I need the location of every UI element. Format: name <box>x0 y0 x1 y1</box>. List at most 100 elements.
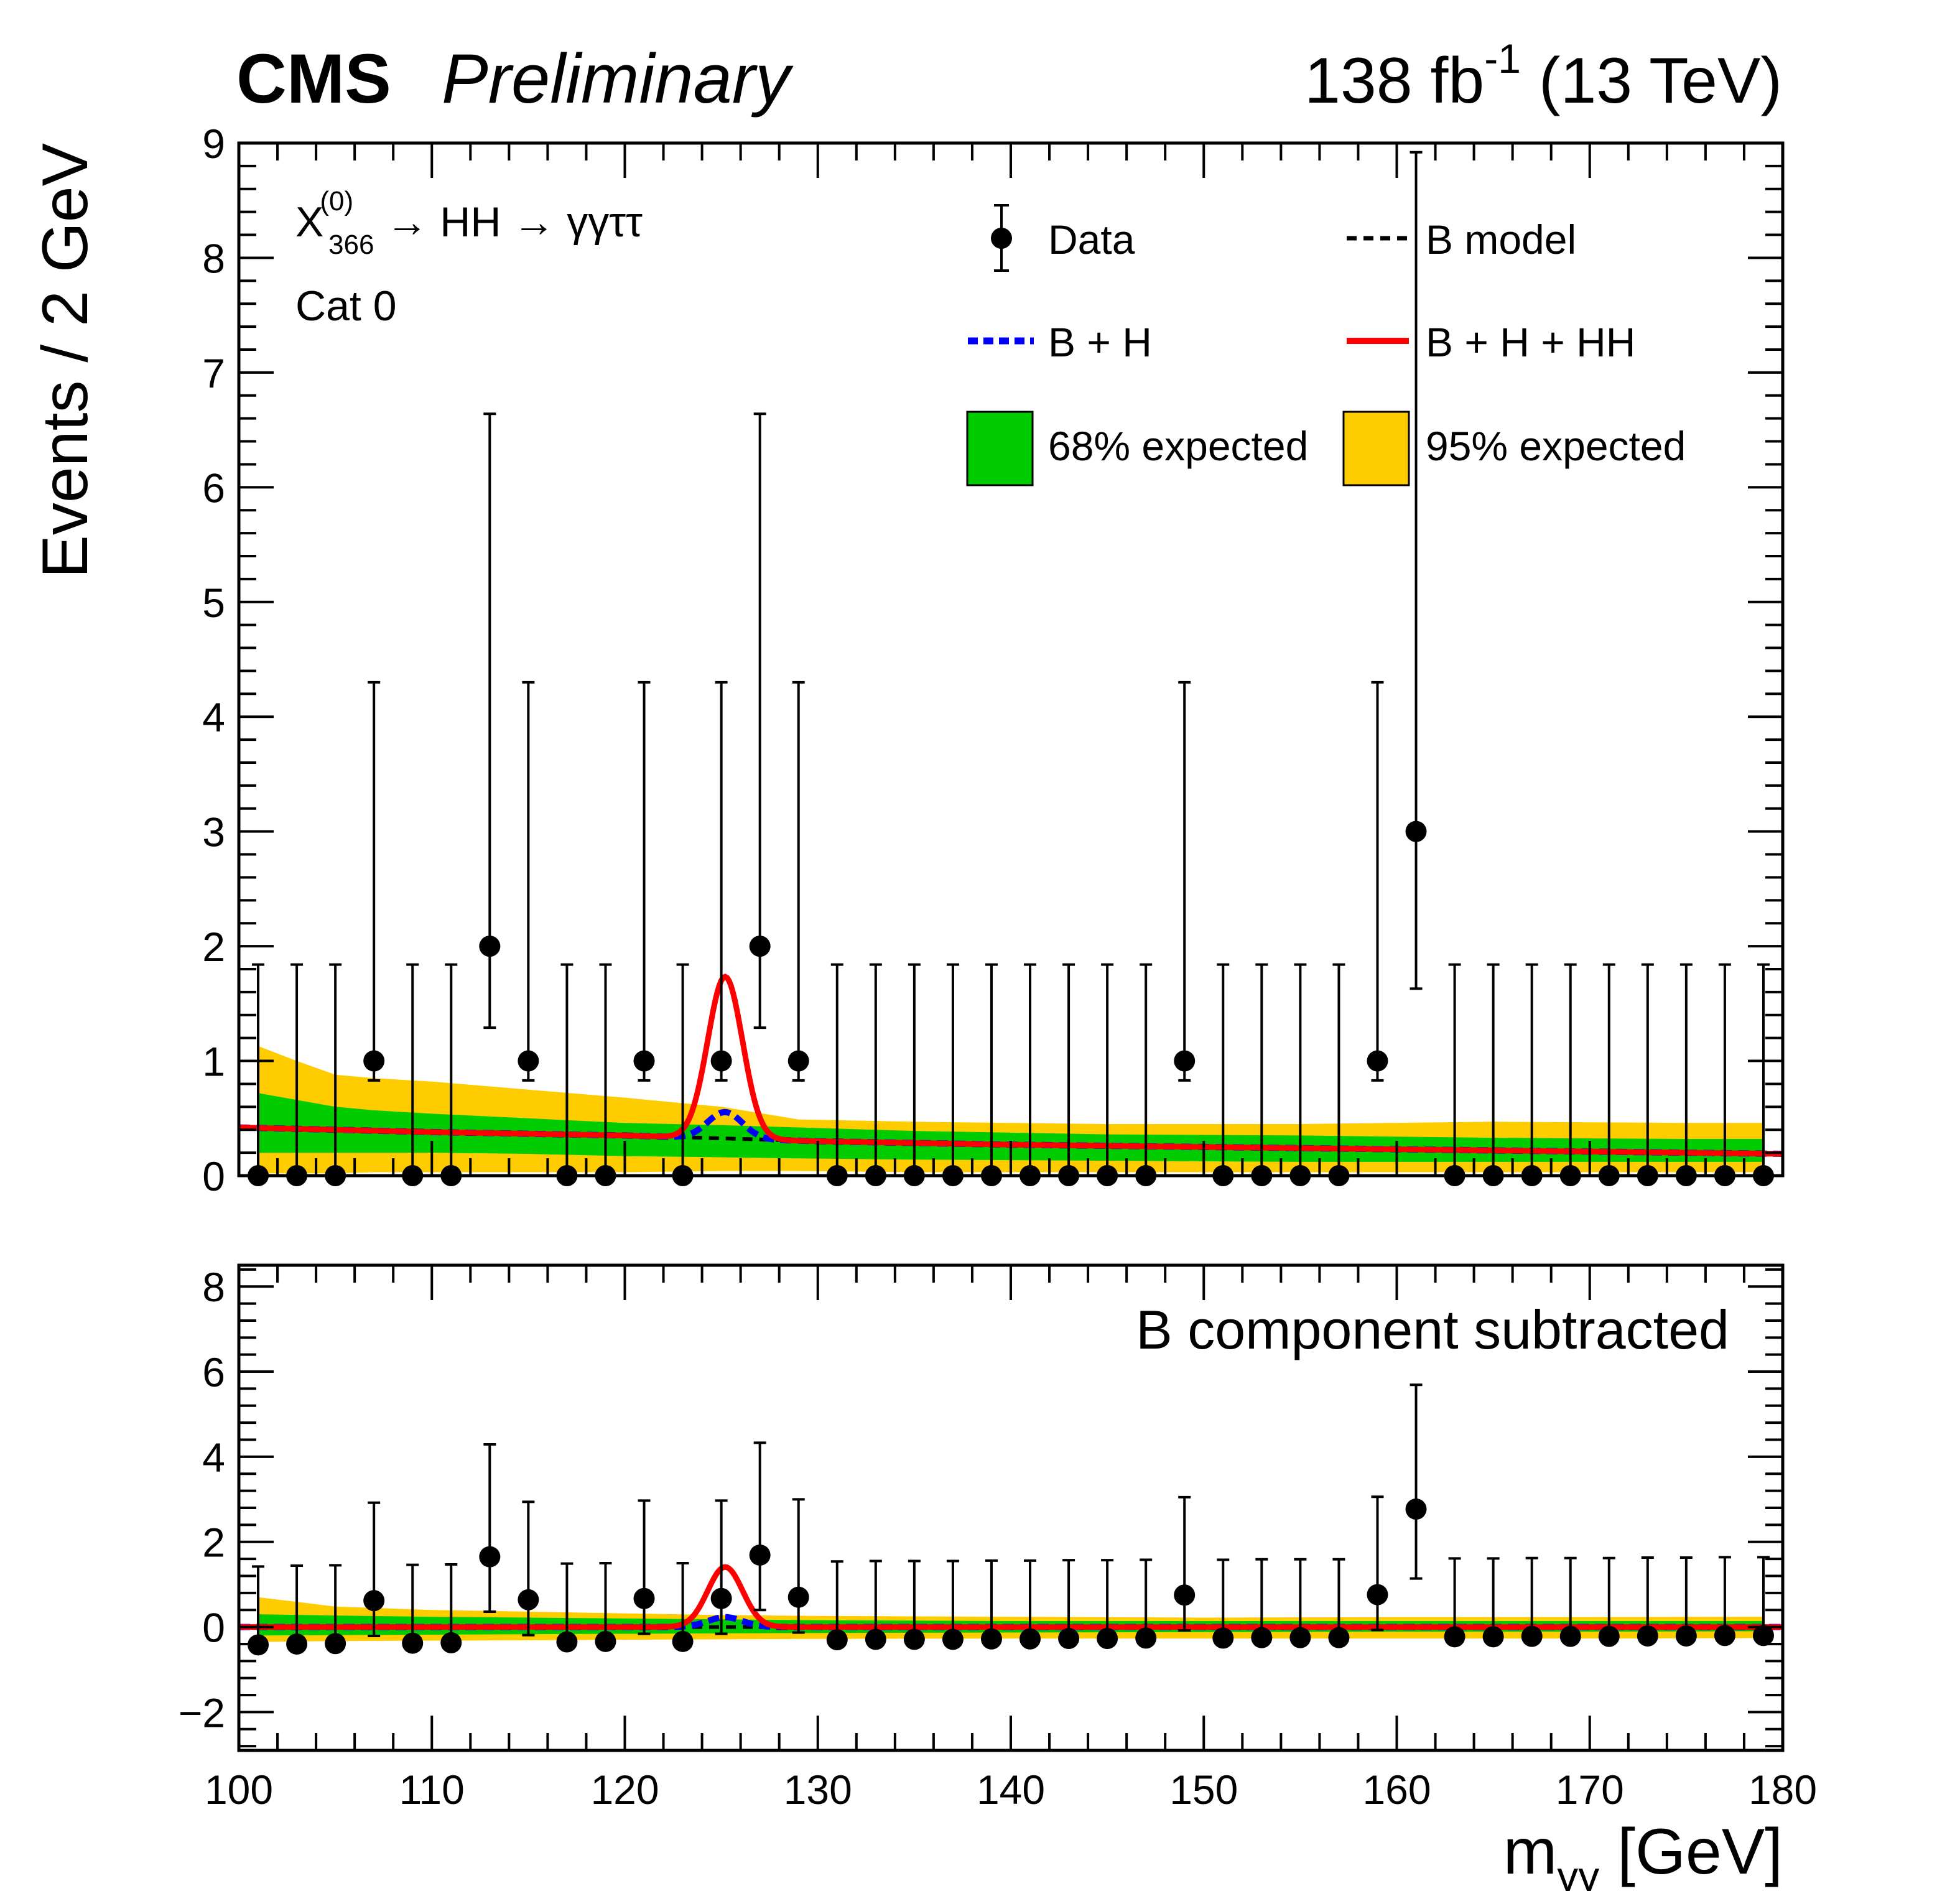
ratio-data-point <box>749 1544 771 1566</box>
ratio-x-tick-label: 120 <box>590 1767 659 1813</box>
legend-bhhh-label: B + H + HH <box>1426 319 1635 365</box>
ratio-data-point <box>1714 1625 1735 1647</box>
legend-bh-entry: B + H <box>968 319 1152 365</box>
ratio-data-point <box>518 1589 539 1610</box>
ratio-data-point <box>1598 1625 1620 1647</box>
ratio-data-point <box>479 1546 501 1568</box>
process-decay: → HH → γγττ <box>374 198 643 246</box>
ratio-data-point <box>1019 1628 1041 1650</box>
main-y-tick-label: 7 <box>202 350 225 396</box>
ratio-data-point <box>402 1632 424 1654</box>
ratio-y-tick-label: 0 <box>202 1605 225 1651</box>
legend-band95-swatch <box>1342 411 1410 486</box>
luminosity-value: 138 fb <box>1304 45 1484 117</box>
ratio-data-point <box>1444 1626 1465 1648</box>
experiment-label: CMS <box>236 40 391 118</box>
main-plot-frame <box>237 141 1785 1178</box>
ratio-data-point <box>1559 1625 1581 1647</box>
ratio-data-point <box>1174 1584 1196 1606</box>
x-axis-title-main: m <box>1503 1816 1558 1888</box>
legend-band95-entry: 95% expected <box>1342 411 1686 486</box>
legend-bh-label: B + H <box>1048 319 1152 365</box>
ratio-data-point <box>1328 1627 1350 1648</box>
ratio-data-point <box>903 1628 925 1650</box>
ratio-data-points <box>248 1383 1774 1656</box>
ratio-x-tick-label: 170 <box>1556 1767 1624 1813</box>
ratio-data-point <box>865 1628 886 1650</box>
ratio-data-point <box>672 1630 694 1652</box>
main-data-point <box>1174 1050 1196 1072</box>
ratio-data-point <box>1058 1628 1080 1650</box>
ratio-x-tick-label: 110 <box>399 1767 465 1813</box>
main-data-points <box>248 151 1774 1186</box>
main-data-point <box>710 1050 732 1072</box>
legend-band68-label: 68% expected <box>1048 423 1308 469</box>
main-data-point <box>363 1050 385 1072</box>
main-data-point <box>518 1050 539 1072</box>
ratio-data-point <box>1482 1626 1504 1648</box>
ratio-data-point <box>1752 1625 1774 1647</box>
main-data-point <box>749 936 771 957</box>
process-subscript: 366 <box>328 230 374 260</box>
ratio-y-tick-label: 4 <box>202 1434 225 1480</box>
process-superscript: (0) <box>320 186 353 216</box>
ratio-data-point <box>942 1628 964 1650</box>
main-data-point <box>1367 1050 1388 1072</box>
subtracted-label: B component subtracted <box>1136 1299 1729 1360</box>
main-y-tick-label: 5 <box>202 580 225 626</box>
process-label: X(0) 366 → HH → γγττ <box>295 186 643 260</box>
main-y-tick-label: 2 <box>202 924 225 970</box>
ratio-axis-ticks: 100 110 120 130 140 150 160 170 180 −2 0 2 4 6 8 <box>179 1264 1817 1813</box>
main-y-tick-label: 1 <box>202 1039 225 1085</box>
legend-data-marker <box>991 228 1012 249</box>
ratio-data-point <box>1637 1625 1658 1647</box>
legend-band95-label: 95% expected <box>1426 423 1686 469</box>
main-axis-ticks: 0 1 2 3 4 5 6 7 8 9 <box>202 121 1784 1199</box>
ratio-x-tick-label: 140 <box>977 1767 1045 1813</box>
ratio-data-point <box>1212 1627 1234 1649</box>
ratio-y-tick-label: −2 <box>179 1689 225 1735</box>
legend-bhhh-entry: B + H + HH <box>1347 319 1635 365</box>
ratio-data-point <box>1675 1625 1697 1647</box>
energy-value: (13 TeV) <box>1521 45 1782 117</box>
ratio-data-point <box>1251 1627 1273 1648</box>
ratio-x-tick-label: 180 <box>1749 1767 1817 1813</box>
ratio-data-point <box>633 1587 655 1609</box>
legend-data-entry: Data <box>991 204 1135 272</box>
main-uncertainty-bands <box>258 1046 1763 1174</box>
main-band68 <box>258 1093 1763 1162</box>
lumi-label: 138 fb-1 (13 TeV) <box>1304 35 1782 117</box>
legend-band68-swatch <box>966 411 1034 486</box>
main-data-point <box>633 1050 655 1072</box>
main-data-point <box>1405 820 1427 842</box>
main-data-point <box>479 936 501 957</box>
ratio-model-curves <box>239 1564 1783 1630</box>
ratio-x-tick-label: 160 <box>1362 1767 1431 1813</box>
ratio-data-point <box>710 1587 732 1609</box>
main-y-tick-label: 4 <box>202 694 225 740</box>
ratio-data-point <box>1405 1498 1427 1520</box>
ratio-data-point <box>980 1628 1002 1650</box>
main-data-point <box>787 1050 809 1072</box>
ratio-data-point <box>1521 1625 1543 1647</box>
x-axis-title: mγγ [GeV] <box>1503 1816 1783 1891</box>
ratio-y-tick-label: 6 <box>202 1349 225 1395</box>
ratio-y-tick-label: 8 <box>202 1264 225 1310</box>
ratio-y-tick-label: 2 <box>202 1520 225 1566</box>
ratio-data-point <box>826 1629 848 1651</box>
main-y-tick-label: 9 <box>202 121 225 167</box>
ratio-data-point <box>595 1630 616 1652</box>
ratio-data-point <box>325 1633 346 1655</box>
legend-band68-entry: 68% expected <box>966 411 1308 486</box>
ratio-data-point <box>363 1590 385 1612</box>
ratio-data-point <box>556 1631 578 1653</box>
legend: Data B model B + H B + H + HH 68% expect… <box>966 204 1686 486</box>
process-particle: X <box>295 198 323 246</box>
ratio-data-point <box>1367 1584 1388 1605</box>
legend-bmodel-label: B model <box>1426 216 1576 263</box>
ratio-x-tick-label: 150 <box>1169 1767 1238 1813</box>
main-y-tick-label: 3 <box>202 809 225 855</box>
ratio-x-tick-label: 130 <box>784 1767 852 1813</box>
legend-data-label: Data <box>1048 216 1135 263</box>
